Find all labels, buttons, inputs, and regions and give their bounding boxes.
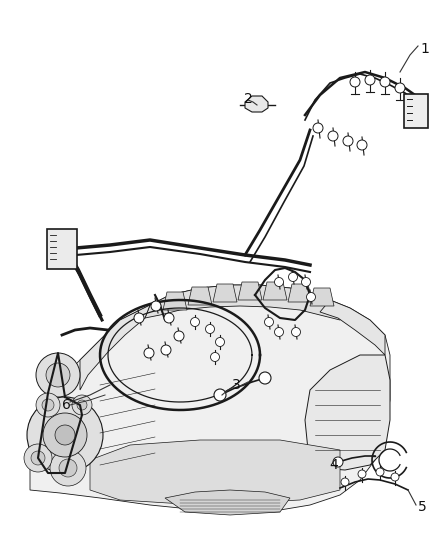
Circle shape (376, 468, 384, 476)
Circle shape (72, 395, 92, 415)
Circle shape (289, 272, 297, 281)
Polygon shape (305, 355, 390, 470)
Circle shape (24, 444, 52, 472)
Polygon shape (238, 282, 262, 300)
Circle shape (357, 140, 367, 150)
Circle shape (275, 327, 283, 336)
Circle shape (341, 478, 349, 486)
Circle shape (174, 331, 184, 341)
Circle shape (313, 123, 323, 133)
FancyBboxPatch shape (47, 229, 77, 269)
Text: 3: 3 (232, 378, 241, 392)
Polygon shape (213, 284, 237, 302)
Circle shape (59, 459, 77, 477)
Circle shape (134, 313, 144, 323)
Circle shape (275, 278, 283, 287)
Polygon shape (165, 490, 290, 515)
Circle shape (36, 353, 80, 397)
Circle shape (55, 425, 75, 445)
Polygon shape (288, 284, 312, 302)
Text: 6: 6 (62, 398, 71, 412)
Polygon shape (90, 440, 340, 505)
Circle shape (365, 75, 375, 85)
Circle shape (43, 413, 87, 457)
Circle shape (307, 293, 315, 302)
Polygon shape (320, 300, 385, 355)
Circle shape (301, 278, 311, 287)
Polygon shape (188, 287, 212, 305)
Circle shape (333, 457, 343, 467)
Circle shape (77, 400, 87, 410)
Circle shape (265, 318, 273, 327)
Circle shape (214, 389, 226, 401)
Circle shape (259, 372, 271, 384)
Circle shape (350, 77, 360, 87)
Text: 1: 1 (420, 42, 429, 56)
Text: 2: 2 (244, 92, 253, 106)
Circle shape (211, 352, 219, 361)
Circle shape (380, 77, 390, 87)
Circle shape (36, 393, 60, 417)
Circle shape (50, 450, 86, 486)
FancyBboxPatch shape (404, 94, 428, 128)
Circle shape (343, 136, 353, 146)
Circle shape (42, 399, 54, 411)
Polygon shape (80, 305, 150, 390)
Circle shape (328, 131, 338, 141)
Circle shape (391, 473, 399, 481)
Polygon shape (163, 292, 187, 310)
Text: 5: 5 (418, 500, 427, 514)
Polygon shape (145, 285, 345, 320)
Circle shape (164, 313, 174, 323)
Circle shape (46, 363, 70, 387)
Circle shape (144, 348, 154, 358)
Circle shape (161, 345, 171, 355)
Polygon shape (30, 285, 390, 512)
Polygon shape (310, 288, 334, 306)
Circle shape (292, 327, 300, 336)
Circle shape (27, 397, 103, 473)
Circle shape (191, 318, 199, 327)
Polygon shape (263, 282, 287, 300)
Circle shape (215, 337, 225, 346)
Text: 4: 4 (329, 458, 338, 472)
Circle shape (205, 325, 215, 334)
Circle shape (151, 301, 161, 311)
Circle shape (31, 451, 45, 465)
Polygon shape (245, 96, 268, 112)
Circle shape (358, 470, 366, 478)
Circle shape (395, 83, 405, 93)
